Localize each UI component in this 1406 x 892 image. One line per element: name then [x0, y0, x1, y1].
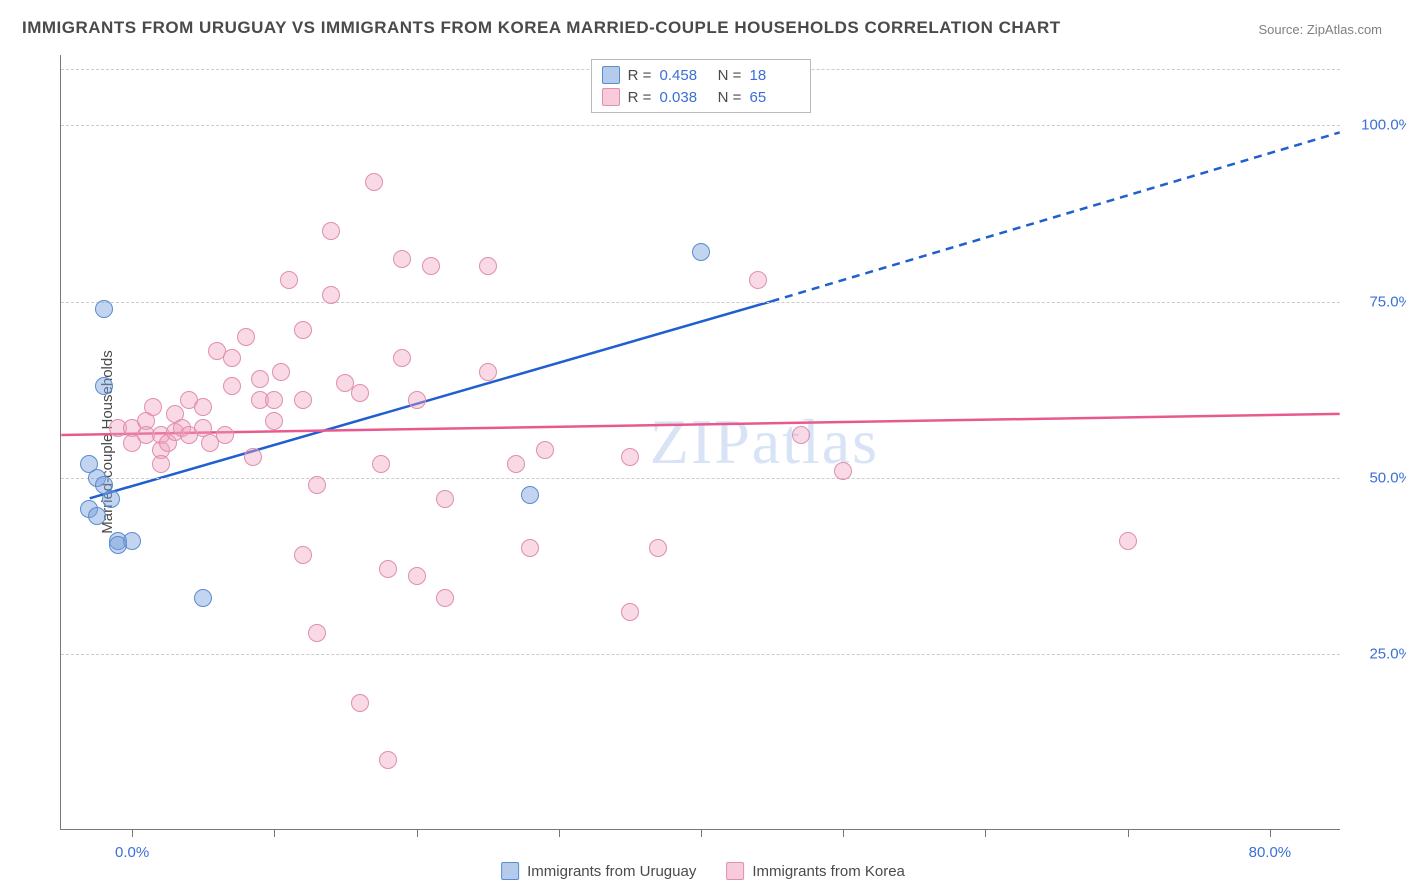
data-point	[223, 349, 241, 367]
data-point	[393, 349, 411, 367]
x-tick	[417, 829, 418, 837]
legend-item: Immigrants from Uruguay	[501, 862, 696, 880]
data-point	[351, 384, 369, 402]
x-tick	[1128, 829, 1129, 837]
data-point	[280, 271, 298, 289]
r-value: 0.458	[660, 67, 710, 84]
x-tick	[559, 829, 560, 837]
data-point	[393, 250, 411, 268]
data-point	[144, 398, 162, 416]
x-tick-label: 80.0%	[1249, 844, 1292, 861]
legend-label: Immigrants from Uruguay	[527, 863, 696, 880]
data-point	[244, 448, 262, 466]
y-tick-label: 75.0%	[1352, 293, 1406, 310]
data-point	[237, 328, 255, 346]
x-tick	[274, 829, 275, 837]
data-point	[102, 490, 120, 508]
data-point	[294, 391, 312, 409]
data-point	[521, 539, 539, 557]
legend-stats: R = 0.458 N = 18 R = 0.038 N = 65	[591, 59, 811, 113]
data-point	[436, 490, 454, 508]
x-tick	[843, 829, 844, 837]
n-label: N =	[716, 89, 744, 106]
n-value: 18	[750, 67, 800, 84]
data-point	[436, 589, 454, 607]
data-point	[294, 546, 312, 564]
data-point	[749, 271, 767, 289]
trend-line	[61, 414, 1339, 435]
data-point	[194, 589, 212, 607]
data-point	[692, 243, 710, 261]
data-point	[294, 321, 312, 339]
data-point	[479, 363, 497, 381]
data-point	[379, 560, 397, 578]
data-point	[322, 222, 340, 240]
data-point	[109, 536, 127, 554]
data-point	[792, 426, 810, 444]
data-point	[649, 539, 667, 557]
r-label: R =	[626, 89, 654, 106]
data-point	[308, 624, 326, 642]
y-tick-label: 25.0%	[1352, 645, 1406, 662]
gridline	[61, 125, 1340, 126]
n-label: N =	[716, 67, 744, 84]
data-point	[834, 462, 852, 480]
data-point	[88, 507, 106, 525]
data-point	[265, 391, 283, 409]
source-label: Source: ZipAtlas.com	[1258, 22, 1382, 37]
gridline	[61, 654, 1340, 655]
x-tick	[985, 829, 986, 837]
legend-label: Immigrants from Korea	[752, 863, 905, 880]
data-point	[265, 412, 283, 430]
data-point	[408, 391, 426, 409]
x-tick	[701, 829, 702, 837]
x-tick-label: 0.0%	[115, 844, 149, 861]
chart-title: IMMIGRANTS FROM URUGUAY VS IMMIGRANTS FR…	[22, 18, 1061, 38]
data-point	[422, 257, 440, 275]
legend-stat-row: R = 0.458 N = 18	[602, 64, 800, 86]
data-point	[521, 486, 539, 504]
r-value: 0.038	[660, 89, 710, 106]
data-point	[351, 694, 369, 712]
legend-swatch	[726, 862, 744, 880]
data-point	[216, 426, 234, 444]
data-point	[194, 398, 212, 416]
data-point	[408, 567, 426, 585]
n-value: 65	[750, 89, 800, 106]
data-point	[536, 441, 554, 459]
data-point	[1119, 532, 1137, 550]
y-tick-label: 50.0%	[1352, 469, 1406, 486]
legend-swatch	[501, 862, 519, 880]
data-point	[223, 377, 241, 395]
trend-line	[772, 132, 1340, 301]
data-point	[372, 455, 390, 473]
data-point	[308, 476, 326, 494]
data-point	[365, 173, 383, 191]
data-point	[621, 448, 639, 466]
r-label: R =	[626, 67, 654, 84]
legend-item: Immigrants from Korea	[726, 862, 905, 880]
data-point	[621, 603, 639, 621]
data-point	[95, 377, 113, 395]
gridline	[61, 478, 1340, 479]
data-point	[379, 751, 397, 769]
legend-stat-row: R = 0.038 N = 65	[602, 86, 800, 108]
data-point	[152, 455, 170, 473]
x-tick	[132, 829, 133, 837]
data-point	[251, 370, 269, 388]
data-point	[272, 363, 290, 381]
legend-swatch	[602, 66, 620, 84]
data-point	[95, 300, 113, 318]
x-tick	[1270, 829, 1271, 837]
legend-swatch	[602, 88, 620, 106]
gridline	[61, 302, 1340, 303]
y-tick-label: 100.0%	[1352, 117, 1406, 134]
data-point	[507, 455, 525, 473]
plot-area: ZIPatlas Married-couple Households R =0.…	[60, 55, 1340, 830]
legend-series: Immigrants from Uruguay Immigrants from K…	[501, 862, 905, 880]
data-point	[322, 286, 340, 304]
data-point	[479, 257, 497, 275]
trend-lines-layer	[61, 55, 1340, 829]
